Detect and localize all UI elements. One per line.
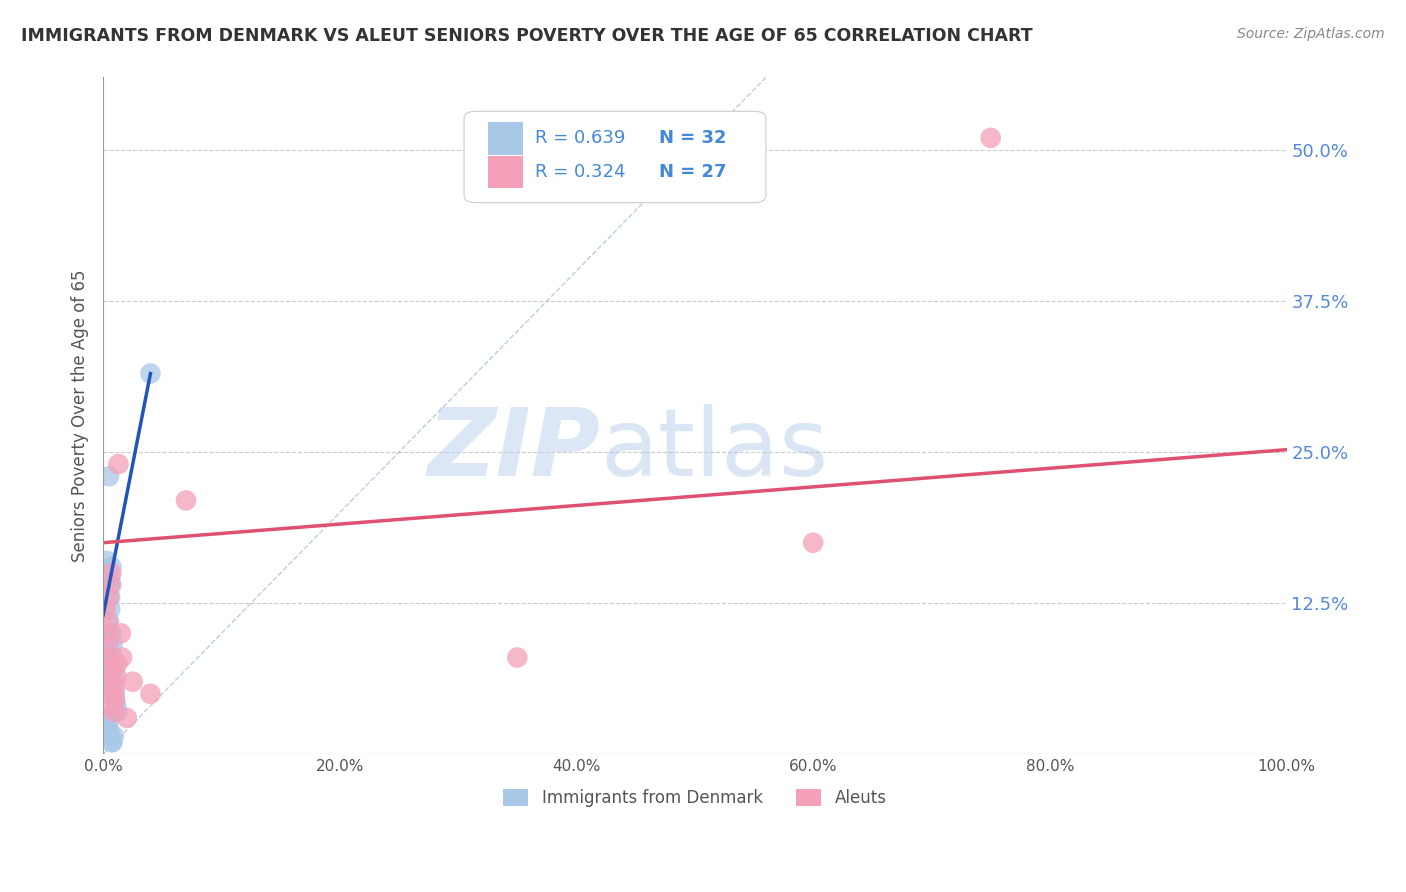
Point [105,698,128,713]
Point [121,674,143,689]
Point [139,687,162,701]
Point [104,693,127,707]
Text: R = 0.639: R = 0.639 [536,129,626,147]
Point [96,554,118,568]
Text: N = 27: N = 27 [659,163,727,181]
Point [97,650,120,665]
Point [105,668,128,682]
Legend: Immigrants from Denmark, Aleuts: Immigrants from Denmark, Aleuts [496,782,893,814]
Point [98,674,121,689]
Point [980,131,1002,145]
Point [139,367,162,381]
Point [104,681,127,695]
FancyBboxPatch shape [488,156,523,188]
Point [96,663,118,677]
Point [98,590,121,604]
Point [100,626,122,640]
Point [94,602,117,616]
Point [105,657,128,671]
Text: Source: ZipAtlas.com: Source: ZipAtlas.com [1237,27,1385,41]
Point [101,639,124,653]
Text: R = 0.324: R = 0.324 [536,163,626,181]
FancyBboxPatch shape [464,112,766,202]
Point [100,687,122,701]
Point [98,578,121,592]
Point [98,590,121,604]
Point [98,572,121,586]
Point [100,566,122,580]
Point [98,602,121,616]
Text: IMMIGRANTS FROM DENMARK VS ALEUT SENIORS POVERTY OVER THE AGE OF 65 CORRELATION : IMMIGRANTS FROM DENMARK VS ALEUT SENIORS… [21,27,1033,45]
Text: atlas: atlas [600,404,828,496]
Point [115,711,138,725]
Point [98,729,121,743]
Point [107,457,129,471]
Point [100,560,122,574]
Point [98,614,121,628]
Point [101,698,124,713]
Point [97,668,120,682]
Text: N = 32: N = 32 [659,129,727,147]
Point [174,493,197,508]
Point [100,735,122,749]
Point [97,639,120,653]
Text: ZIP: ZIP [427,404,600,496]
Point [96,674,118,689]
Point [96,650,118,665]
Point [97,717,120,731]
Point [105,705,128,719]
Point [506,650,529,665]
Point [103,705,125,719]
Point [103,674,125,689]
Point [98,663,121,677]
Point [104,687,127,701]
Point [110,626,132,640]
Point [96,711,118,725]
Point [98,723,121,737]
Point [96,626,118,640]
Point [103,729,125,743]
Point [94,681,117,695]
Point [97,614,120,628]
FancyBboxPatch shape [488,122,523,154]
Point [100,578,122,592]
Y-axis label: Seniors Poverty Over the Age of 65: Seniors Poverty Over the Age of 65 [72,269,89,562]
Point [111,650,134,665]
Point [104,693,127,707]
Point [98,639,121,653]
Point [801,535,824,549]
Point [98,626,121,640]
Point [101,650,124,665]
Point [98,469,121,483]
Point [101,735,124,749]
Point [103,663,125,677]
